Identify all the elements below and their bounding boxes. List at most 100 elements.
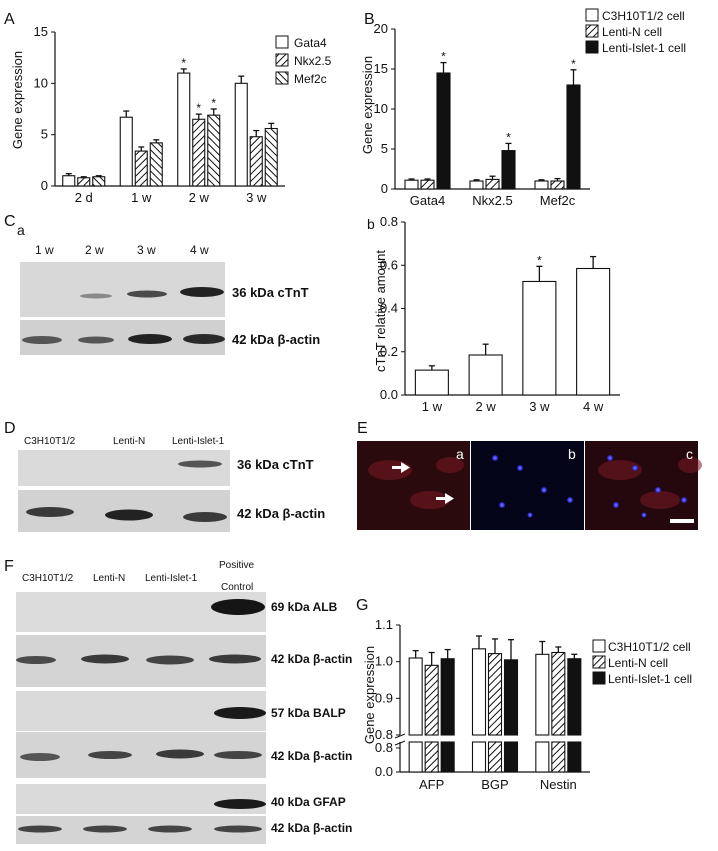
blot-band-label: 42 kDa β-actin [232,332,320,347]
bar [469,180,484,190]
blot-band-label: 40 kDa GFAP [271,795,346,809]
blot-band [209,654,261,664]
x-tick-label: BGP [481,777,508,792]
bar [408,741,423,773]
y-tick-label: 20 [374,21,388,36]
blot-band [16,656,56,664]
blot-lane-label: C3H10T1/2 [24,436,76,447]
bar [567,741,582,773]
chart-g-legend: C3H10T1/2 cell Lenti-N cell Lenti-Islet-… [592,639,692,686]
chart-b-ylabel: Gene expression [360,56,375,154]
legend-swatch [585,8,599,22]
blot-band [183,334,225,344]
bar [264,127,278,187]
panel-letter-c: C [4,213,16,230]
blot-band [214,707,266,719]
panel-sublabel-ca: a [17,222,25,238]
chart-g-ylabel: Gene expression [362,646,377,744]
bar [522,280,557,396]
bar [534,180,549,190]
legend-label: C3H10T1/2 cell [602,9,685,23]
bar [249,136,263,187]
bar [551,651,566,736]
bar [468,354,503,396]
bar [440,658,455,736]
y-tick-label: 10 [34,75,48,90]
blot-band [78,336,114,344]
bar [420,179,435,190]
blot-band-label: 42 kDa β-actin [271,821,352,835]
fluorescence-sublabel: a [456,446,464,462]
bar [207,114,221,187]
blot-lane-label: Positive [219,560,254,571]
x-tick-label: 2 w [476,399,497,414]
blot-band [214,751,262,759]
legend-swatch [592,655,606,669]
blot-band [20,753,60,761]
y-tick-label: 10 [374,101,388,116]
y-tick-label: 1.1 [375,617,393,632]
blot-band [211,599,265,615]
blot-band [22,336,62,344]
legend-label: Lenti-N cell [602,25,662,39]
x-tick-label: AFP [419,777,444,792]
bar [503,741,519,773]
x-tick-label: 1 w [422,399,443,414]
y-tick-label: 0.0 [375,764,393,779]
blot-band [180,287,224,297]
legend-label: Lenti-Islet-1 cell [608,672,692,686]
significance-star: * [506,130,511,144]
bar [77,177,91,187]
x-tick-label: 2 w [189,190,210,205]
chart-a: Gene expression Gata4 Nkx2.5 Mef2c 0 5 10 1… [10,24,332,205]
bar [424,664,439,736]
fluorescence-sublabel: b [568,446,576,462]
bar [424,741,439,773]
bar [440,741,455,773]
blot-band [148,825,192,833]
x-tick-label: Gata4 [410,193,445,208]
significance-star: * [571,57,576,71]
legend-swatch [275,53,289,67]
legend-swatch [585,40,599,54]
axis-break [394,733,406,739]
panel-letter-a: A [4,11,15,28]
x-tick-label: Mef2c [540,193,576,208]
blot-membrane [16,784,266,814]
blot-band [105,509,153,521]
western-blot-c: 1 w 2 w 3 w 4 w 36 kDa cTnT 42 kDa β-act… [20,243,320,355]
legend-label: C3H10T1/2 cell [608,640,691,654]
blot-lane-label: 4 w [190,243,209,257]
bar [119,116,133,187]
chart-cb-ylabel: cTnT relative amount [373,250,388,372]
chart-cb: cTnT relative amount 0.0 0.2 0.4 0.6 0.8 1 w 2… [373,214,620,414]
chart-a-ylabel: Gene expression [10,51,25,149]
blot-lane-label: 2 w [85,243,104,257]
x-tick-label: 4 w [583,399,604,414]
fluorescence-image-a [357,441,470,530]
blot-lane-label: Lenti-N [113,436,145,447]
x-tick-label: 3 w [246,190,267,205]
y-tick-label: 0.8 [375,740,393,755]
bar [535,653,550,736]
axis-break [394,740,406,746]
chart-b-legend: C3H10T1/2 cell Lenti-N cell Lenti-Islet-… [585,8,686,55]
y-tick-label: 0 [381,181,388,196]
y-tick-label: 0.6 [380,257,398,272]
panel-letter-g: G [356,597,368,614]
bar [485,178,500,190]
significance-star: * [181,56,186,70]
bar [535,741,550,773]
bar [149,142,163,187]
blot-band [26,507,74,517]
legend-label: Lenti-N cell [608,656,668,670]
bar [503,659,519,736]
blot-band [127,290,167,298]
panel-letter-b: B [364,11,375,28]
blot-band-label: 42 kDa β-actin [237,506,325,521]
bar [404,179,419,190]
blot-band [156,749,204,759]
chart-g: Gene expression C3H10T1/2 cell Lenti-N c… [362,617,692,792]
blot-lane-label: 1 w [35,243,54,257]
western-blot-f: C3H10T1/2 Lenti-N Lenti-Islet-1 Positive… [16,560,352,844]
